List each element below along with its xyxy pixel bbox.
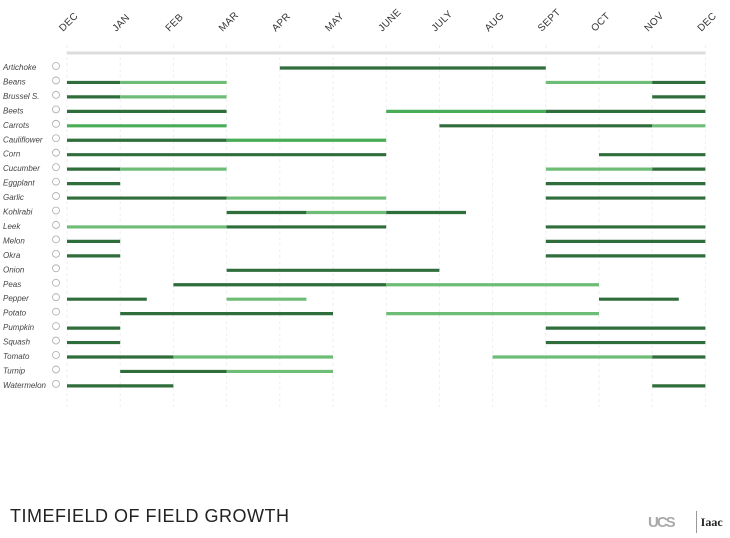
garlic-icon (52, 192, 60, 200)
crop-label: Beets (3, 106, 23, 115)
growth-timeline-chart: DEC JAN FEB MAR APR MAY JUNE JULY AUG SEPT OCT NOV D… (2, 7, 719, 407)
iaac-logo: Iaac (700, 514, 723, 529)
okra-icon (52, 249, 60, 258)
melon-icon (52, 235, 60, 244)
tomato-icon (52, 351, 60, 359)
corn-icon (52, 148, 60, 157)
crop-label: Tomato (3, 352, 30, 361)
crop-label: Beans (3, 77, 26, 86)
artichoke-icon (52, 62, 60, 70)
turnip-icon (52, 365, 60, 374)
crop-label: Peas (3, 280, 21, 289)
potato-icon (52, 307, 60, 316)
month-label: MAY (323, 11, 346, 34)
onion-icon (52, 264, 60, 273)
carrot-icon (52, 119, 60, 128)
month-label: DEC (57, 11, 80, 34)
crop-label: Garlic (3, 193, 24, 202)
month-label: MAR (217, 10, 241, 34)
crop-label: Pumpkin (3, 323, 35, 332)
eggplant-icon (52, 177, 60, 186)
crop-label: Squash (3, 338, 31, 347)
crop-label: Artichoke (2, 63, 37, 72)
month-label: SEPT (536, 7, 563, 34)
month-label: AUG (483, 10, 507, 34)
pumpkin-icon (52, 322, 60, 331)
month-label: JULY (430, 9, 455, 34)
month-label: FEB (164, 12, 186, 34)
crop-label: Corn (3, 150, 21, 159)
crop-label: Kohlrabi (3, 208, 33, 217)
chart-title: TIMEFIELD OF FIELD GROWTH (10, 506, 290, 526)
crop-label: Cauliflower (3, 135, 43, 144)
beans-icon (52, 76, 60, 85)
crop-label: Eggplant (3, 179, 35, 188)
logos: UCS Iaac (648, 508, 728, 536)
peas-icon (52, 278, 60, 287)
watermelon-icon (52, 379, 60, 388)
crop-label: Cucumber (3, 164, 40, 173)
crop-label: Brussel S. (3, 92, 39, 101)
cucumber-icon (52, 163, 60, 172)
month-label: JAN (111, 12, 133, 34)
crop-label: Leek (3, 222, 21, 231)
crop-label: Melon (3, 236, 25, 245)
brussel-sprouts-icon (52, 91, 60, 99)
pepper-icon (52, 293, 60, 302)
kohlrabi-icon (52, 206, 60, 215)
month-label: OCT (589, 11, 612, 34)
leek-icon (52, 221, 60, 229)
ucs-logo: UCS (648, 513, 676, 531)
crop-label: Potato (3, 309, 27, 318)
crop-label: Onion (3, 265, 25, 274)
month-label: JUNE (377, 7, 404, 34)
crop-label: Pepper (3, 294, 29, 303)
crop-label: Carrots (3, 121, 29, 130)
squash-icon (52, 336, 60, 345)
beets-icon (52, 105, 60, 114)
month-label: DEC (696, 11, 719, 34)
month-label: NOV (643, 10, 667, 34)
logo-divider (695, 511, 697, 533)
month-label: APR (270, 11, 293, 34)
cauliflower-icon (52, 134, 60, 143)
crop-label: Okra (3, 251, 21, 260)
crop-label: Turnip (3, 366, 26, 375)
crop-label: Watermelon (3, 381, 47, 390)
